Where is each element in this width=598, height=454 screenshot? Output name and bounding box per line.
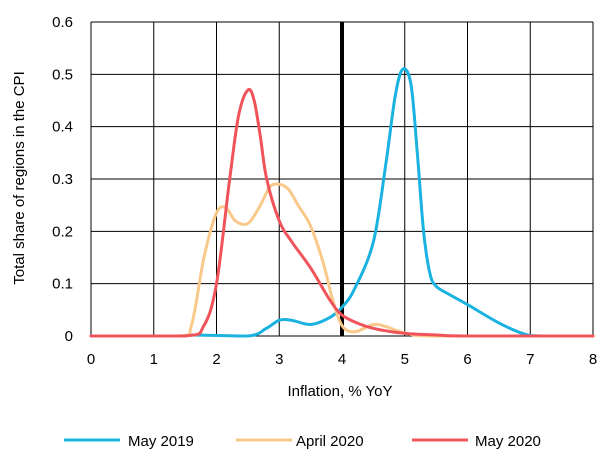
- series-line-may-2020: [89, 87, 595, 338]
- y-axis-title: Total share of regions in the CPI: [11, 71, 28, 284]
- x-tick-label: 5: [401, 351, 409, 368]
- y-tick-label: 0.2: [52, 223, 73, 240]
- series-lines: [89, 67, 595, 338]
- legend-label-may-2020: May 2020: [475, 433, 541, 450]
- series-line-may-2019: [89, 67, 595, 338]
- x-tick-label: 7: [526, 351, 534, 368]
- y-tick-labels: 0 0.1 0.2 0.3 0.4 0.5 0.6: [52, 14, 73, 345]
- legend-label-may-2019: May 2019: [128, 433, 194, 450]
- y-tick-label: 0.3: [52, 171, 73, 188]
- x-tick-label: 8: [589, 351, 597, 368]
- legend: May 2019 April 2020 May 2020: [64, 433, 541, 450]
- x-tick-label: 6: [463, 351, 471, 368]
- x-tick-labels: 0 1 2 3 4 5 6 7 8: [87, 351, 597, 368]
- x-axis-title: Inflation, % YoY: [287, 383, 392, 400]
- y-tick-label: 0.6: [52, 14, 73, 31]
- y-tick-label: 0.1: [52, 276, 73, 293]
- y-tick-label: 0.4: [52, 119, 73, 136]
- series-line-april-2020: [89, 182, 595, 338]
- x-tick-label: 4: [338, 351, 346, 368]
- x-tick-label: 1: [150, 351, 158, 368]
- y-tick-label: 0.5: [52, 66, 73, 83]
- x-tick-label: 3: [275, 351, 283, 368]
- x-tick-label: 0: [87, 351, 95, 368]
- x-tick-label: 2: [212, 351, 220, 368]
- y-tick-label: 0: [65, 328, 73, 345]
- legend-label-april-2020: April 2020: [296, 433, 364, 450]
